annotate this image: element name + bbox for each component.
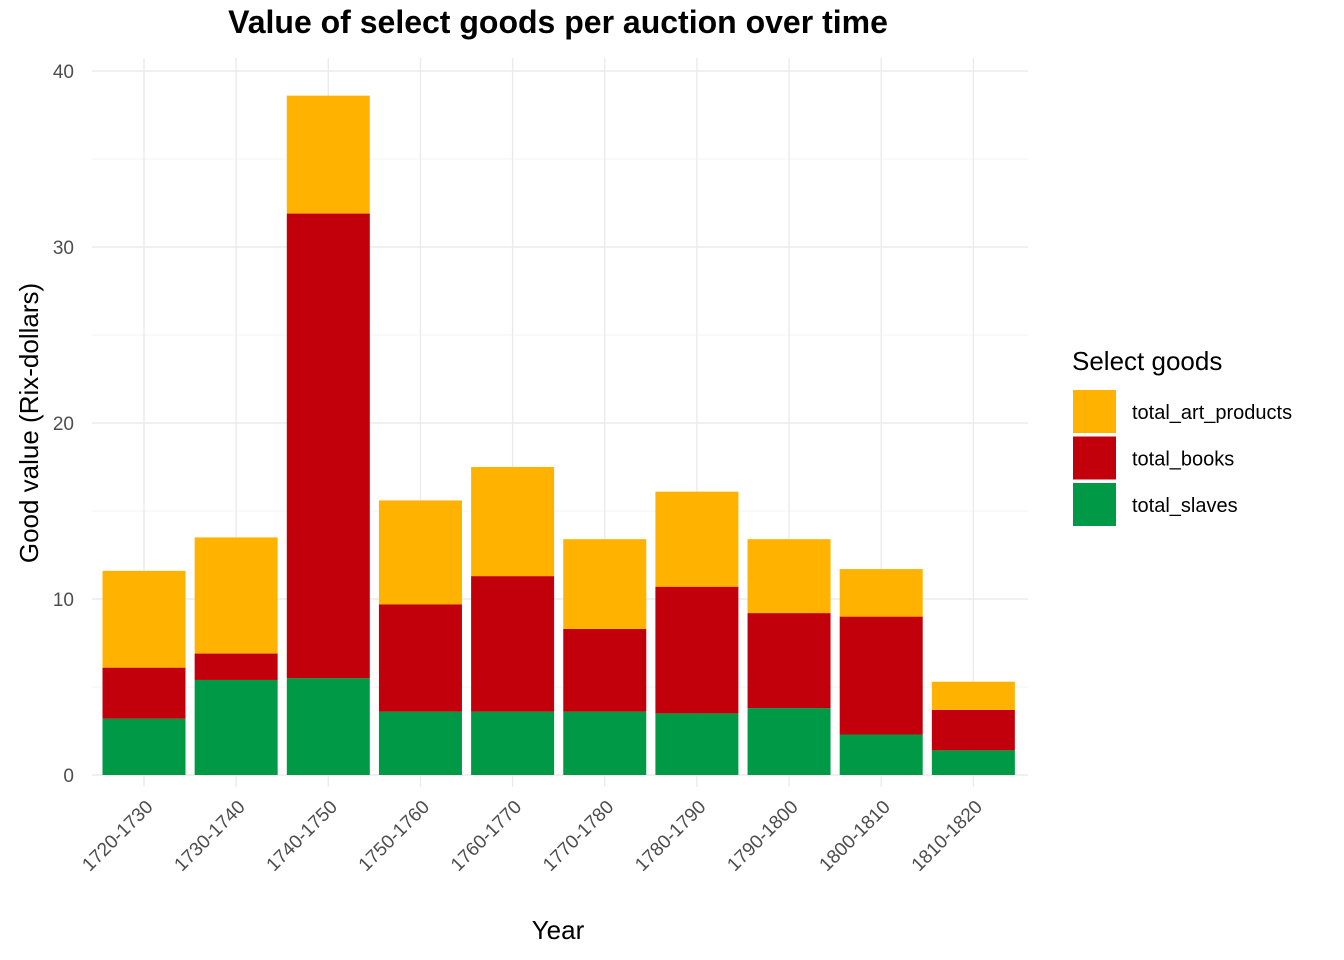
bar-total_slaves-1790-1800 xyxy=(747,708,831,775)
legend-label-total_books: total_books xyxy=(1132,449,1234,471)
x-tick-label: 1720-1730 xyxy=(78,797,157,876)
bar-total_art_products-1800-1810 xyxy=(839,569,923,617)
bar-total_slaves-1770-1780 xyxy=(563,711,647,775)
bar-total_books-1750-1760 xyxy=(378,604,462,712)
y-axis-ticks: 0 10 20 30 40 xyxy=(53,62,74,787)
bar-total_books-1770-1780 xyxy=(563,628,647,712)
legend: Select goods total_art_products total_boo… xyxy=(1072,346,1292,526)
y-tick-label: 30 xyxy=(53,238,74,259)
bar-total_slaves-1740-1750 xyxy=(286,678,370,775)
y-tick-label: 40 xyxy=(53,62,74,83)
x-axis-ticks: 1720-1730 1730-1740 1740-1750 1750-1760 1760… xyxy=(78,797,986,876)
bar-total_books-1790-1800 xyxy=(747,613,831,709)
bar-total_books-1740-1750 xyxy=(286,213,370,679)
x-tick-label: 1780-1790 xyxy=(631,797,710,876)
legend-label-total_art_products: total_art_products xyxy=(1132,402,1292,424)
bars xyxy=(102,95,1015,775)
x-tick-label: 1790-1800 xyxy=(723,797,802,876)
legend-key-total_art_products xyxy=(1073,390,1116,433)
bar-total_books-1730-1740 xyxy=(194,653,278,680)
x-tick-label: 1740-1750 xyxy=(263,797,342,876)
bar-total_art_products-1730-1740 xyxy=(194,537,278,654)
bar-total_slaves-1780-1790 xyxy=(655,713,739,775)
bar-total_art_products-1790-1800 xyxy=(747,539,831,614)
bar-total_slaves-1810-1820 xyxy=(931,750,1015,775)
bar-total_art_products-1750-1760 xyxy=(378,500,462,605)
bar-total_art_products-1740-1750 xyxy=(286,95,370,214)
x-tick-label: 1800-1810 xyxy=(816,797,895,876)
legend-title: Select goods xyxy=(1072,346,1222,376)
y-axis-title: Good value (Rix-dollars) xyxy=(14,283,44,563)
legend-key-total_books xyxy=(1073,436,1116,480)
chart-title: Value of select goods per auction over t… xyxy=(228,4,888,40)
bar-total_art_products-1760-1770 xyxy=(471,467,555,577)
y-tick-label: 0 xyxy=(63,766,74,787)
bar-total_books-1780-1790 xyxy=(655,586,739,714)
bar-total_slaves-1730-1740 xyxy=(194,679,278,775)
y-tick-label: 20 xyxy=(53,414,74,435)
bar-total_books-1760-1770 xyxy=(471,576,555,712)
legend-key-total_slaves xyxy=(1073,483,1116,526)
y-tick-label: 10 xyxy=(53,590,74,611)
bar-total_art_products-1720-1730 xyxy=(102,570,186,668)
bar-total_slaves-1720-1730 xyxy=(102,718,186,775)
bar-total_books-1720-1730 xyxy=(102,667,186,719)
bar-total_art_products-1770-1780 xyxy=(563,539,647,629)
legend-label-total_slaves: total_slaves xyxy=(1132,495,1238,517)
x-axis-title: Year xyxy=(532,915,585,945)
bar-total_books-1810-1820 xyxy=(931,709,1015,751)
x-tick-label: 1770-1780 xyxy=(539,797,618,876)
bar-total_books-1800-1810 xyxy=(839,616,923,735)
bar-total_art_products-1810-1820 xyxy=(931,681,1015,710)
x-tick-label: 1760-1770 xyxy=(447,797,526,876)
bar-total_art_products-1780-1790 xyxy=(655,491,739,587)
bar-total_slaves-1760-1770 xyxy=(471,711,555,775)
bar-total_slaves-1750-1760 xyxy=(378,711,462,775)
x-tick-label: 1810-1820 xyxy=(908,797,987,876)
bar-total_slaves-1800-1810 xyxy=(839,734,923,775)
x-tick-label: 1730-1740 xyxy=(171,797,250,876)
x-tick-label: 1750-1760 xyxy=(355,797,434,876)
